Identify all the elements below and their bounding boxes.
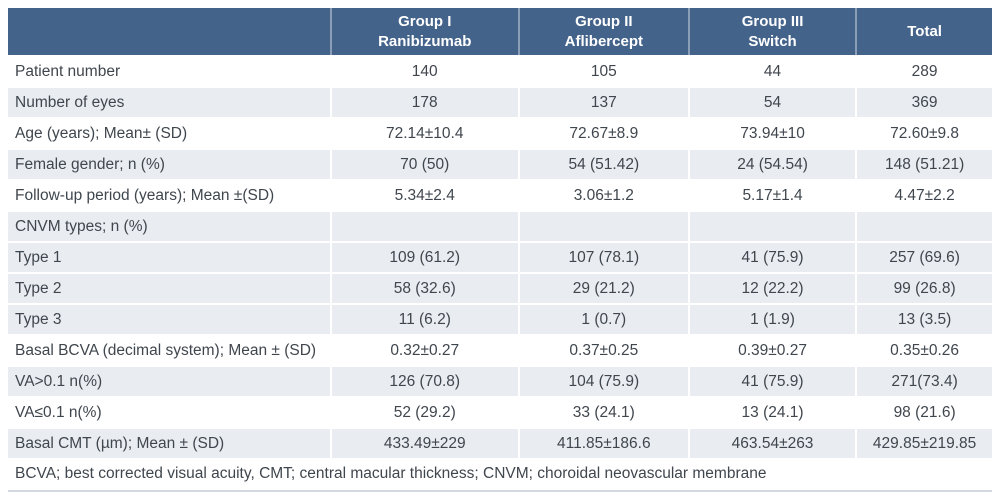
header-row: Group I Ranibizumab Group II Aflibercept… (8, 8, 992, 55)
row-value (687, 210, 856, 241)
row-value: 98 (21.6) (855, 396, 992, 427)
row-value (517, 210, 688, 241)
row-value: 289 (855, 55, 992, 86)
row-value: 52 (29.2) (329, 396, 518, 427)
row-value: 72.14±10.4 (329, 117, 518, 148)
row-value (329, 210, 518, 241)
row-value: 257 (69.6) (855, 241, 992, 272)
row-value: 44 (687, 55, 856, 86)
row-value: 109 (61.2) (329, 241, 518, 272)
baseline-characteristics-table: Group I Ranibizumab Group II Aflibercept… (8, 8, 992, 492)
table-row: Follow-up period (years); Mean ±(SD) 5.34… (8, 179, 992, 210)
row-value: 41 (75.9) (687, 241, 856, 272)
row-value: 13 (3.5) (855, 303, 992, 334)
row-value: 105 (517, 55, 688, 86)
row-value: 0.32±0.27 (329, 334, 518, 365)
row-value: 54 (687, 86, 856, 117)
row-value: 72.60±9.8 (855, 117, 992, 148)
row-value: 99 (26.8) (855, 272, 992, 303)
row-label: CNVM types; n (%) (8, 210, 330, 241)
table-row: VA≤0.1 n(%) 52 (29.2) 33 (24.1) 13 (24.1) 98… (8, 396, 992, 427)
row-label: VA≤0.1 n(%) (8, 396, 330, 427)
row-value: 13 (24.1) (687, 396, 856, 427)
row-value: 148 (51.21) (855, 148, 992, 179)
row-value: 24 (54.54) (687, 148, 856, 179)
table-row: VA>0.1 n(%) 126 (70.8) 104 (75.9) 41 (75.9)… (8, 365, 992, 396)
row-value (855, 210, 992, 241)
row-value: 369 (855, 86, 992, 117)
table-footnote: BCVA; best corrected visual acuity, CMT;… (8, 458, 992, 492)
row-label: Type 3 (8, 303, 330, 334)
row-label: VA>0.1 n(%) (8, 365, 330, 396)
row-label: Patient number (8, 55, 330, 86)
row-value: 41 (75.9) (687, 365, 856, 396)
row-value: 178 (329, 86, 518, 117)
row-value: 58 (32.6) (329, 272, 518, 303)
table-row: CNVM types; n (%) (8, 210, 992, 241)
row-value: 0.39±0.27 (687, 334, 856, 365)
row-value: 54 (51.42) (517, 148, 688, 179)
row-value: 411.85±186.6 (517, 427, 688, 458)
row-label: Number of eyes (8, 86, 330, 117)
row-value: 33 (24.1) (517, 396, 688, 427)
table-row: Type 1 109 (61.2) 107 (78.1) 41 (75.9) 257 (… (8, 241, 992, 272)
table-row: Female gender; n (%) 70 (50) 54 (51.42) 24 … (8, 148, 992, 179)
row-value: 137 (517, 86, 688, 117)
table-row: Number of eyes 178 137 54 369 (8, 86, 992, 117)
header-line1: Group II (575, 13, 633, 31)
header-line2: Switch (748, 32, 797, 50)
row-value: 72.67±8.9 (517, 117, 688, 148)
column-header-total: Total (855, 8, 992, 55)
row-value: 11 (6.2) (329, 303, 518, 334)
row-value: 73.94±10 (687, 117, 856, 148)
data-table: Group I Ranibizumab Group II Aflibercept… (8, 8, 992, 458)
table-row: Basal CMT (µm); Mean ± (SD) 433.49±229 411… (8, 427, 992, 458)
row-value: 140 (329, 55, 518, 86)
header-line2: Ranibizumab (378, 32, 472, 50)
row-value: 1 (0.7) (517, 303, 688, 334)
row-label: Follow-up period (years); Mean ±(SD) (8, 179, 330, 210)
table-body: Patient number 140 105 44 289 Number of eyes 1… (8, 55, 992, 458)
column-header-group2: Group II Aflibercept (517, 8, 688, 55)
header-line1: Total (907, 22, 942, 40)
row-value: 70 (50) (329, 148, 518, 179)
header-line1: Group III (741, 13, 804, 31)
row-value: 5.17±1.4 (687, 179, 856, 210)
row-value: 104 (75.9) (517, 365, 688, 396)
table-row: Type 3 11 (6.2) 1 (0.7) 1 (1.9) 13 (3.5) (8, 303, 992, 334)
column-header-group3: Group III Switch (687, 8, 856, 55)
row-value: 107 (78.1) (517, 241, 688, 272)
table-header: Group I Ranibizumab Group II Aflibercept… (8, 8, 992, 55)
row-value: 0.37±0.25 (517, 334, 688, 365)
header-line2: Aflibercept (564, 32, 643, 50)
row-value: 126 (70.8) (329, 365, 518, 396)
row-label: Basal CMT (µm); Mean ± (SD) (8, 427, 330, 458)
table-row: Patient number 140 105 44 289 (8, 55, 992, 86)
header-line1: Group I (398, 13, 452, 31)
row-label: Type 2 (8, 272, 330, 303)
table-row: Basal BCVA (decimal system); Mean ± (SD)… (8, 334, 992, 365)
row-value: 1 (1.9) (687, 303, 856, 334)
row-label: Female gender; n (%) (8, 148, 330, 179)
row-value: 433.49±229 (329, 427, 518, 458)
row-value: 3.06±1.2 (517, 179, 688, 210)
row-value: 0.35±0.26 (855, 334, 992, 365)
row-label: Basal BCVA (decimal system); Mean ± (SD) (8, 334, 330, 365)
row-value: 4.47±2.2 (855, 179, 992, 210)
row-value: 463.54±263 (687, 427, 856, 458)
row-value: 29 (21.2) (517, 272, 688, 303)
row-label: Age (years); Mean± (SD) (8, 117, 330, 148)
table-row: Age (years); Mean± (SD) 72.14±10.4 72.67±8… (8, 117, 992, 148)
row-value: 271(73.4) (855, 365, 992, 396)
column-header-blank (8, 8, 330, 55)
row-value: 5.34±2.4 (329, 179, 518, 210)
row-label: Type 1 (8, 241, 330, 272)
table-row: Type 2 58 (32.6) 29 (21.2) 12 (22.2) 99 (26.… (8, 272, 992, 303)
row-value: 12 (22.2) (687, 272, 856, 303)
row-value: 429.85±219.85 (855, 427, 992, 458)
column-header-group1: Group I Ranibizumab (329, 8, 518, 55)
